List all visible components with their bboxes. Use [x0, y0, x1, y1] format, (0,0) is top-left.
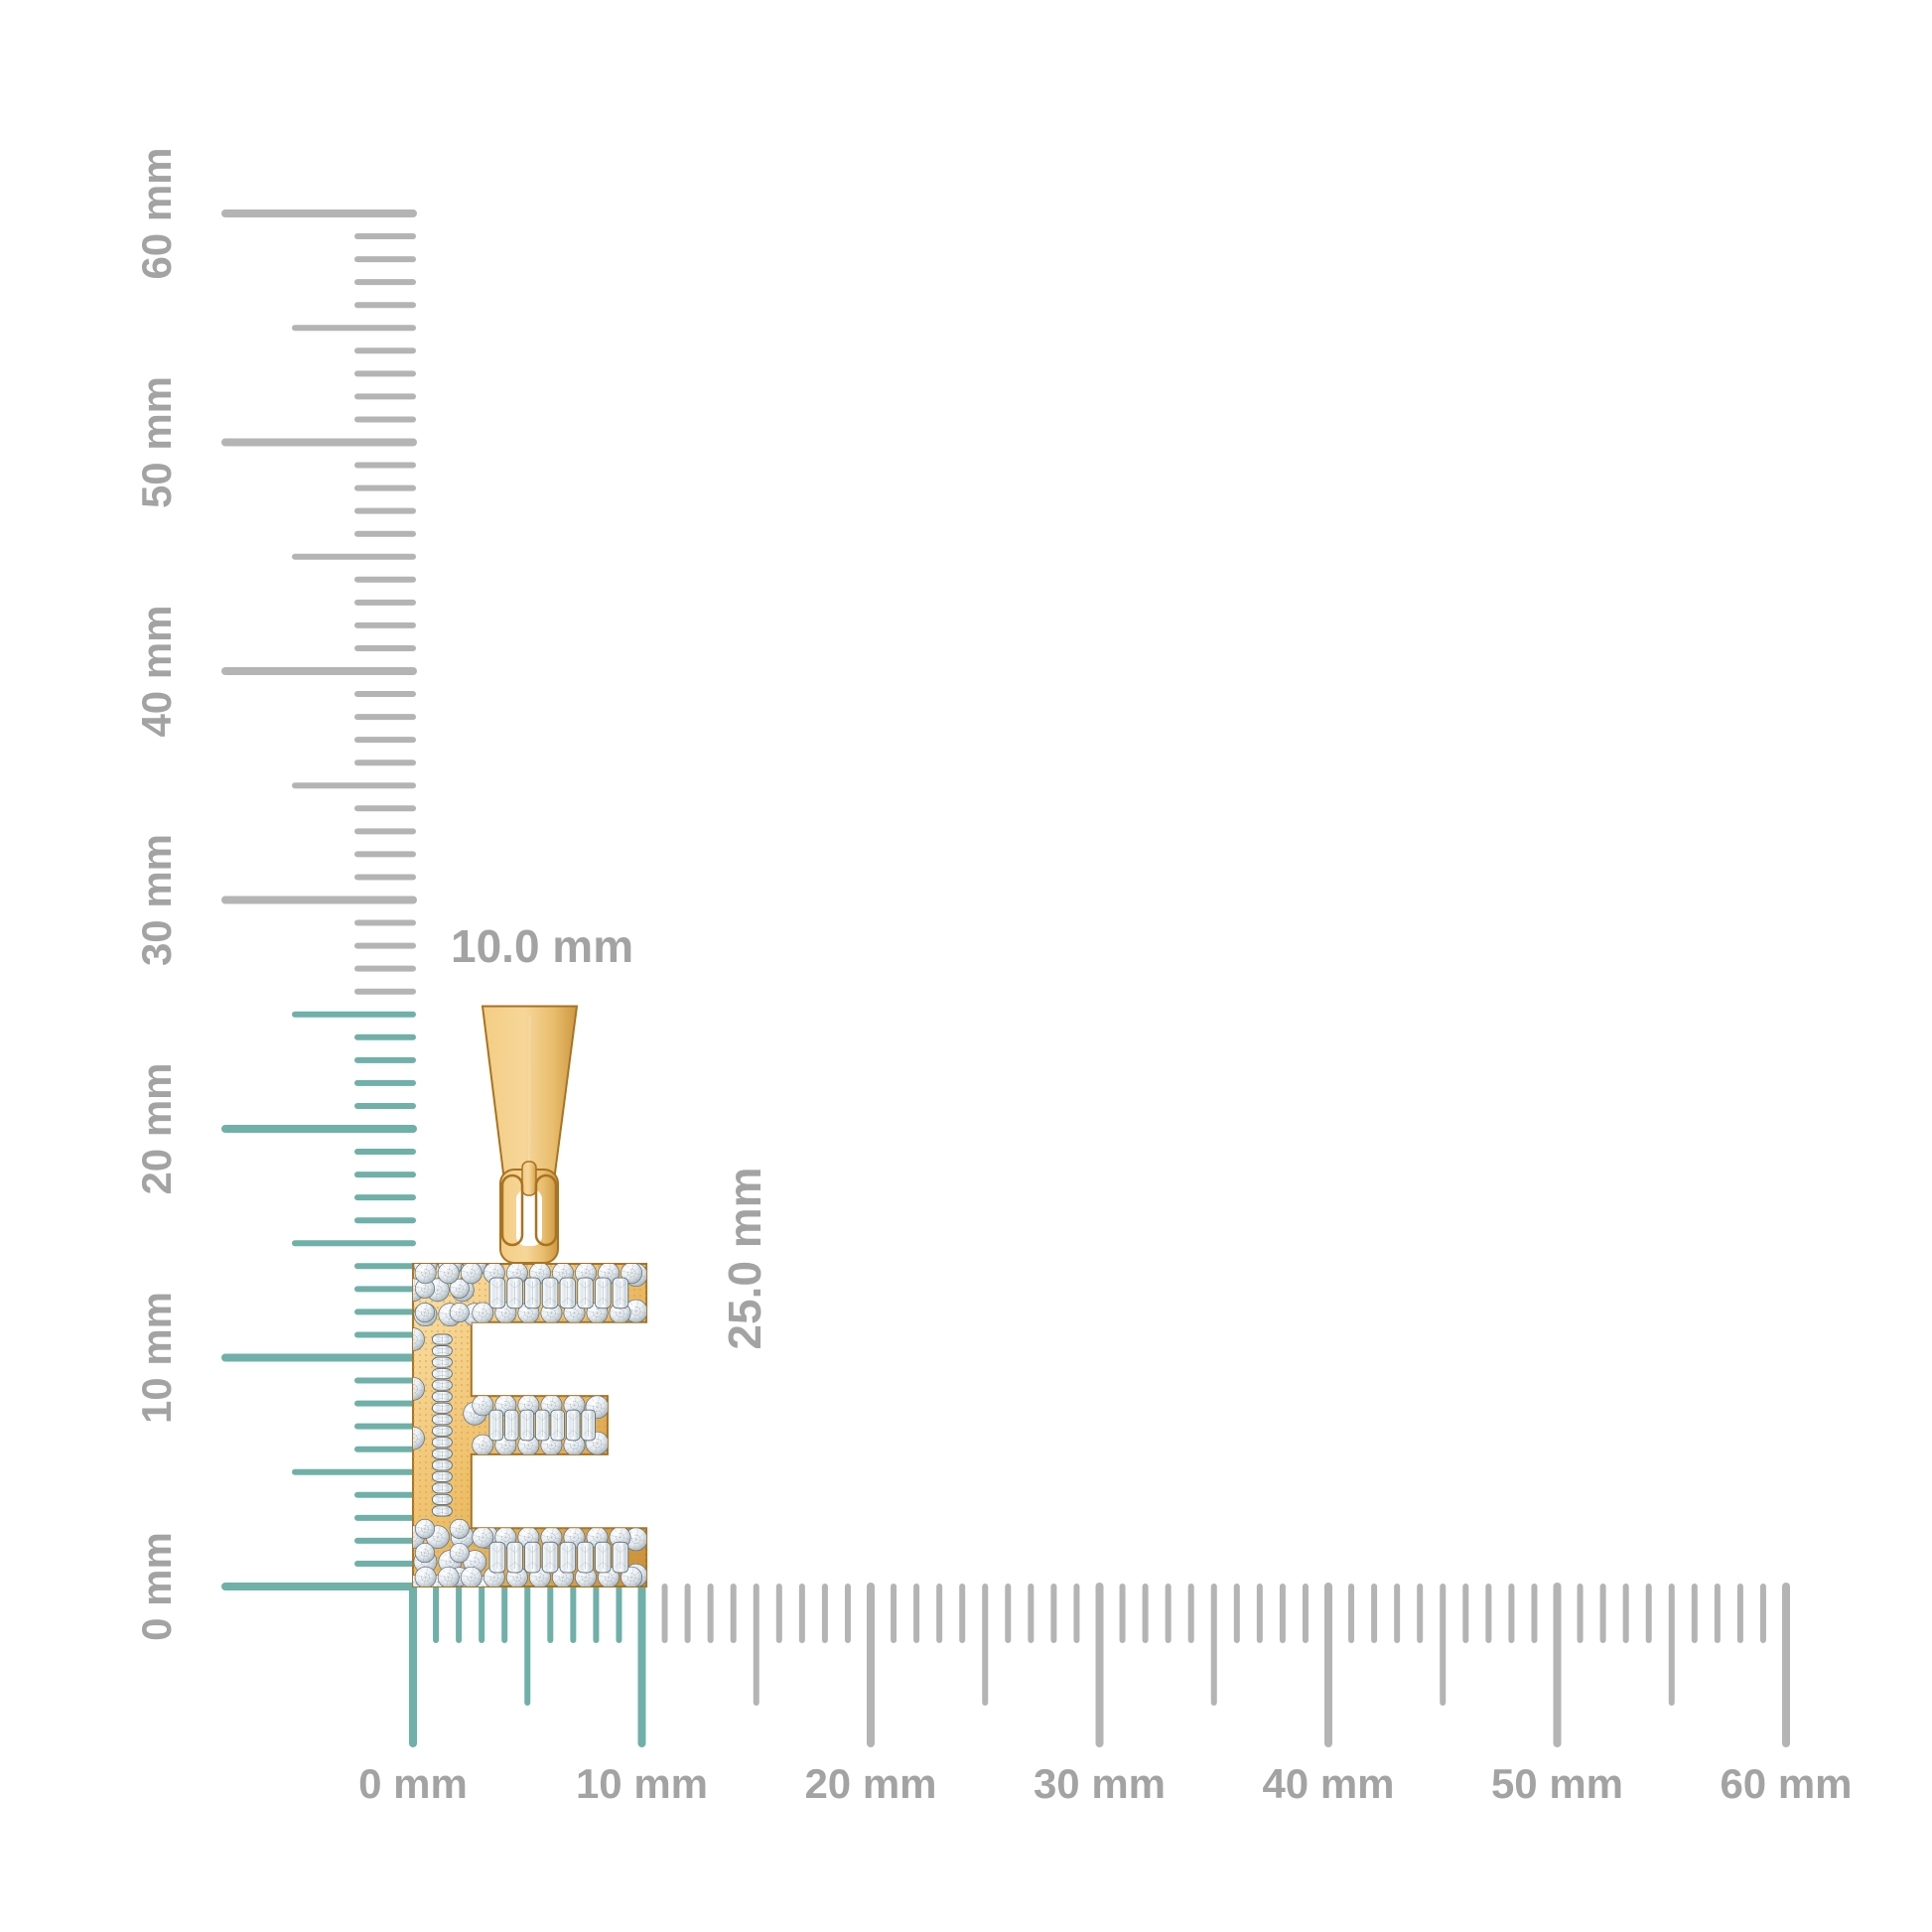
svg-text:0 mm: 0 mm — [133, 1532, 180, 1641]
svg-text:20 mm: 20 mm — [804, 1760, 936, 1807]
svg-text:10 mm: 10 mm — [133, 1292, 180, 1424]
svg-text:10.0 mm: 10.0 mm — [451, 920, 633, 972]
svg-text:50 mm: 50 mm — [133, 376, 180, 508]
svg-text:50 mm: 50 mm — [1491, 1760, 1623, 1807]
svg-text:0 mm: 0 mm — [358, 1760, 468, 1807]
svg-text:60 mm: 60 mm — [1720, 1760, 1852, 1807]
svg-text:60 mm: 60 mm — [133, 147, 180, 279]
svg-text:30 mm: 30 mm — [1034, 1760, 1166, 1807]
svg-text:10 mm: 10 mm — [576, 1760, 708, 1807]
svg-text:40 mm: 40 mm — [1262, 1760, 1394, 1807]
svg-text:25.0 mm: 25.0 mm — [719, 1167, 770, 1349]
svg-text:20 mm: 20 mm — [133, 1062, 180, 1194]
svg-text:40 mm: 40 mm — [133, 605, 180, 737]
svg-text:30 mm: 30 mm — [133, 834, 180, 966]
